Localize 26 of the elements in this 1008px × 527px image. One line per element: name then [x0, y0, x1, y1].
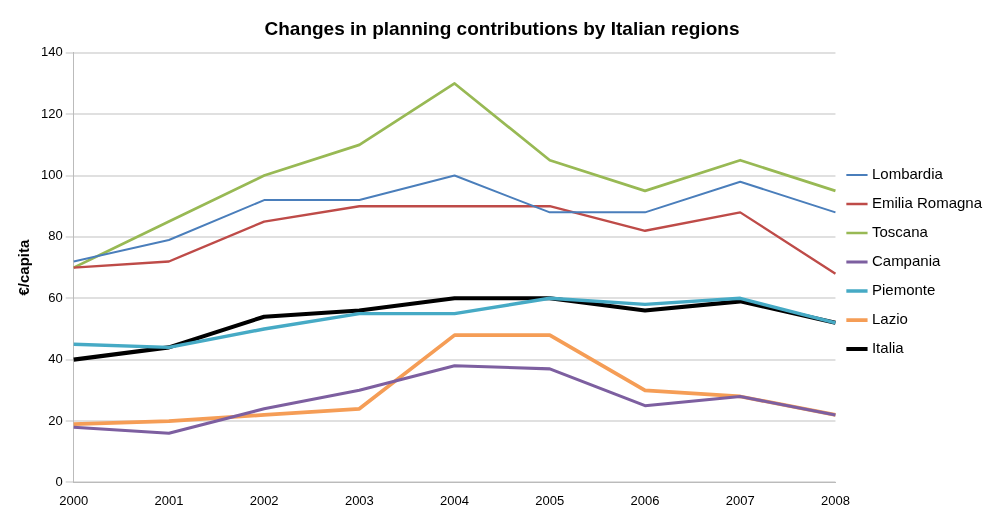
- x-tick-label: 2004: [440, 492, 470, 508]
- x-tick-label: 2002: [249, 492, 279, 508]
- legend-label: Lombardia: [871, 165, 944, 183]
- y-axis-title: €/capita: [15, 239, 33, 296]
- x-tick-label: 2003: [344, 492, 374, 508]
- y-tick-label: 40: [48, 351, 63, 367]
- y-tick-label: 20: [48, 412, 63, 428]
- x-tick-label: 2007: [725, 492, 755, 508]
- y-tick-label: 100: [40, 167, 63, 183]
- y-tick-label: 80: [48, 228, 63, 244]
- x-tick-label: 2006: [630, 492, 660, 508]
- legend-label: Campania: [871, 252, 941, 270]
- x-tick-label: 2005: [535, 492, 565, 508]
- legend-label: Emilia Romagna: [871, 194, 983, 212]
- legend-label: Piemonte: [871, 281, 936, 299]
- y-tick-label: 120: [40, 105, 63, 121]
- y-tick-label: 140: [40, 44, 63, 60]
- y-tick-label: 0: [55, 473, 63, 489]
- x-tick-label: 2000: [59, 492, 89, 508]
- y-tick-label: 60: [48, 289, 63, 305]
- legend-label: Toscana: [871, 223, 929, 241]
- chart-title: Changes in planning contributions by Italian regions: [264, 17, 740, 39]
- legend-label: Lazio: [871, 310, 908, 328]
- x-tick-label: 2001: [154, 492, 184, 508]
- legend-label: Italia: [871, 339, 905, 357]
- x-tick-label: 2008: [820, 492, 850, 508]
